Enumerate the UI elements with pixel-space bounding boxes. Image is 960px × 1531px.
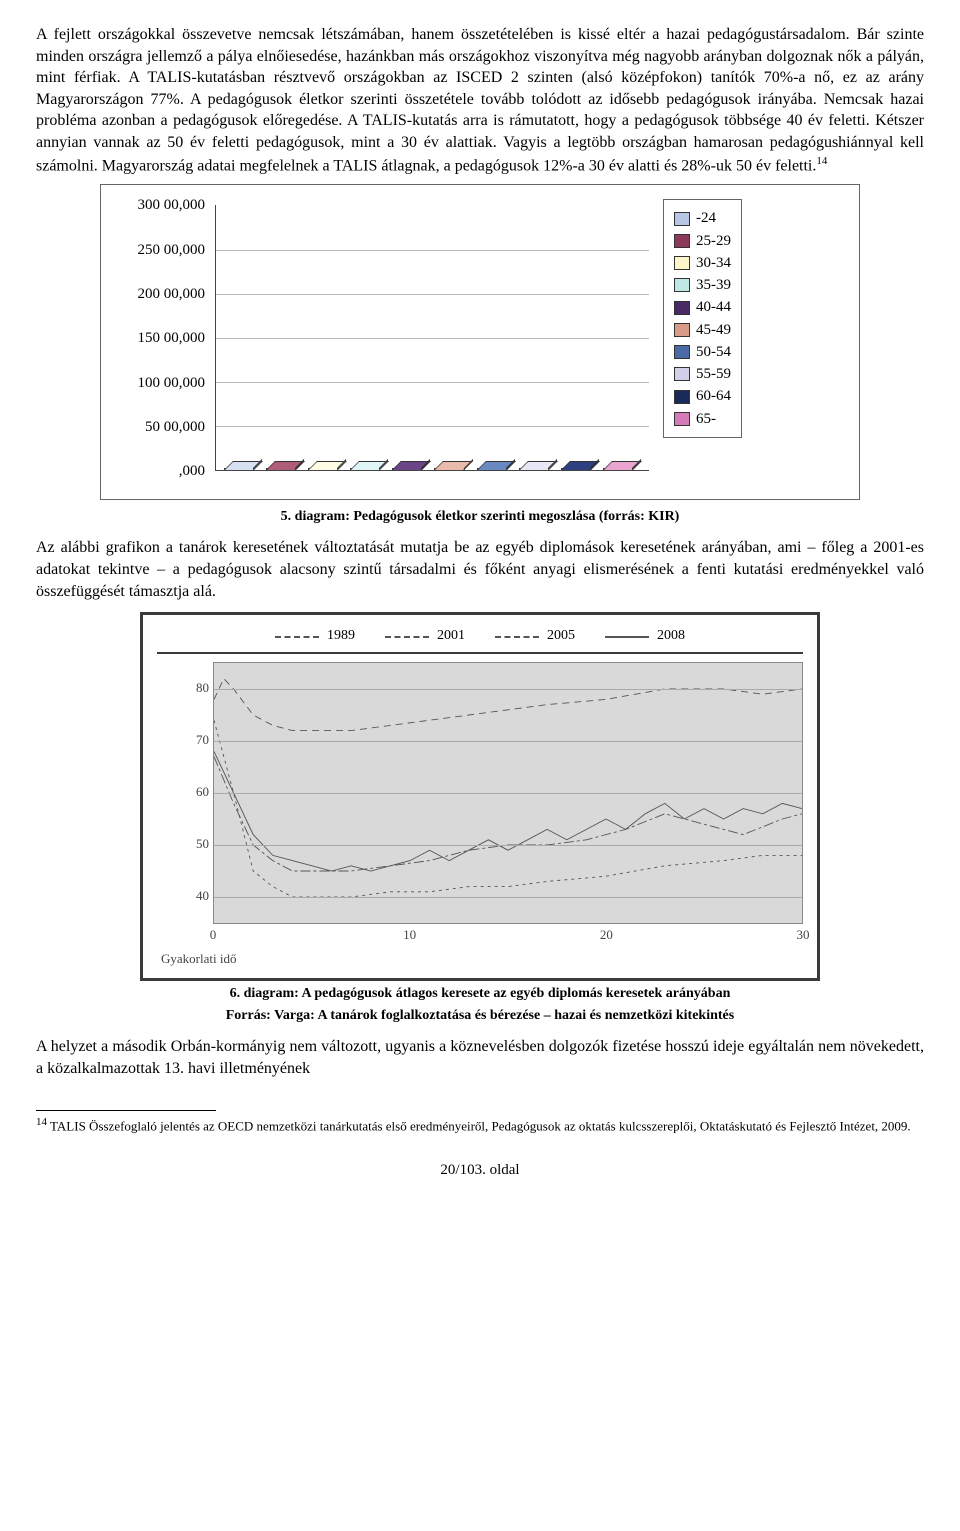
chart-2-ytick: 80 bbox=[159, 679, 209, 697]
chart-1-legend-row: 30-34 bbox=[674, 253, 731, 273]
chart-2-legend-item: 1989 bbox=[275, 627, 355, 646]
chart-2-caption-a: 6. diagram: A pedagógusok átlagos kerese… bbox=[36, 985, 924, 1004]
legend-label: 35-39 bbox=[696, 275, 731, 295]
para1-text: A fejlett országokkal összevetve nemcsak… bbox=[36, 26, 924, 174]
footnote-separator bbox=[36, 1110, 216, 1111]
legend-swatch bbox=[674, 234, 690, 248]
legend-label: 2005 bbox=[547, 627, 575, 646]
chart-2-xtick: 30 bbox=[797, 926, 810, 944]
chart-1-legend-row: 25-29 bbox=[674, 231, 731, 251]
chart-1-legend: -24 25-2930-3435-3940-44 45-4950-5455-5960… bbox=[663, 199, 742, 438]
legend-label: 50-54 bbox=[696, 342, 731, 362]
chart-1-ytick: 250 00,000 bbox=[119, 240, 205, 260]
legend-label: 55-59 bbox=[696, 364, 731, 384]
legend-swatch bbox=[674, 212, 690, 226]
paragraph-2: Az alábbi grafikon a tanárok keresetének… bbox=[36, 537, 924, 602]
footnote-ref-14: 14 bbox=[816, 155, 827, 167]
legend-swatch bbox=[674, 256, 690, 270]
chart-2-ytick: 60 bbox=[159, 783, 209, 801]
chart-2-salary-ratio: 1989 2001 2005 2008 80 70 60 50 40 0 10 20 30 Gyak… bbox=[140, 612, 820, 980]
chart-2-xlabel: Gyakorlati idő bbox=[161, 950, 803, 968]
chart-1-legend-row: -24 bbox=[674, 208, 731, 228]
footnote-number: 14 bbox=[36, 1116, 47, 1128]
legend-label: 65- bbox=[696, 409, 716, 429]
chart-1-ytick: 200 00,000 bbox=[119, 284, 205, 304]
chart-2-legend: 1989 2001 2005 2008 bbox=[157, 625, 803, 654]
legend-swatch bbox=[674, 367, 690, 381]
legend-label: 45-49 bbox=[696, 320, 731, 340]
chart-2-legend-item: 2001 bbox=[385, 627, 465, 646]
page-number: 20/103. oldal bbox=[36, 1160, 924, 1180]
chart-2-line-2001 bbox=[214, 720, 802, 897]
legend-line-sample bbox=[495, 636, 539, 638]
chart-1-legend-row: 35-39 bbox=[674, 275, 731, 295]
chart-2-xtick: 0 bbox=[210, 926, 217, 944]
chart-1-ytick: ,000 bbox=[119, 461, 205, 481]
chart-1-legend-row: 55-59 bbox=[674, 364, 731, 384]
footnote-text: TALIS Összefoglaló jelentés az OECD nemz… bbox=[47, 1118, 911, 1133]
chart-1-legend-row: 50-54 bbox=[674, 342, 731, 362]
legend-label: 2008 bbox=[657, 627, 685, 646]
chart-2-ytick: 70 bbox=[159, 731, 209, 749]
chart-2-xtick: 10 bbox=[403, 926, 416, 944]
legend-label: -24 bbox=[696, 208, 716, 228]
legend-swatch bbox=[674, 278, 690, 292]
chart-2-ytick: 40 bbox=[159, 887, 209, 905]
chart-2-legend-item: 2005 bbox=[495, 627, 575, 646]
legend-swatch bbox=[674, 412, 690, 426]
chart-2-line-1989 bbox=[214, 679, 802, 731]
legend-label: 2001 bbox=[437, 627, 465, 646]
chart-1-caption: 5. diagram: Pedagógusok életkor szerinti… bbox=[36, 508, 924, 527]
legend-label: 30-34 bbox=[696, 253, 731, 273]
footnote-14: 14 TALIS Összefoglaló jelentés az OECD n… bbox=[36, 1115, 924, 1135]
chart-2-legend-item: 2008 bbox=[605, 627, 685, 646]
chart-2-ytick: 50 bbox=[159, 835, 209, 853]
legend-label: 25-29 bbox=[696, 231, 731, 251]
legend-label: 40-44 bbox=[696, 297, 731, 317]
chart-1-ytick: 150 00,000 bbox=[119, 328, 205, 348]
chart-1-ytick: 50 00,000 bbox=[119, 417, 205, 437]
chart-1-ytick: 300 00,000 bbox=[119, 195, 205, 215]
chart-2-line-2008 bbox=[214, 751, 802, 871]
chart-1-ytick: 100 00,000 bbox=[119, 373, 205, 393]
legend-swatch bbox=[674, 345, 690, 359]
chart-1-legend-row: 40-44 bbox=[674, 297, 731, 317]
chart-2-xtick: 20 bbox=[600, 926, 613, 944]
legend-swatch bbox=[674, 301, 690, 315]
legend-line-sample bbox=[385, 636, 429, 638]
chart-1-age-distribution: 300 00,000 250 00,000 200 00,000 150 00,000… bbox=[100, 184, 860, 500]
legend-label: 1989 bbox=[327, 627, 355, 646]
legend-label: 60-64 bbox=[696, 386, 731, 406]
chart-1-legend-row: 45-49 bbox=[674, 320, 731, 340]
legend-line-sample bbox=[275, 636, 319, 638]
legend-swatch bbox=[674, 390, 690, 404]
chart-1-legend-row: 60-64 bbox=[674, 386, 731, 406]
paragraph-3: A helyzet a második Orbán-kormányig nem … bbox=[36, 1036, 924, 1079]
paragraph-1: A fejlett országokkal összevetve nemcsak… bbox=[36, 24, 924, 176]
chart-1-legend-row: 65- bbox=[674, 409, 731, 429]
chart-2-caption-b: Forrás: Varga: A tanárok foglalkoztatása… bbox=[36, 1007, 924, 1026]
legend-line-sample bbox=[605, 636, 649, 638]
legend-swatch bbox=[674, 323, 690, 337]
chart-2-plot bbox=[213, 662, 803, 924]
